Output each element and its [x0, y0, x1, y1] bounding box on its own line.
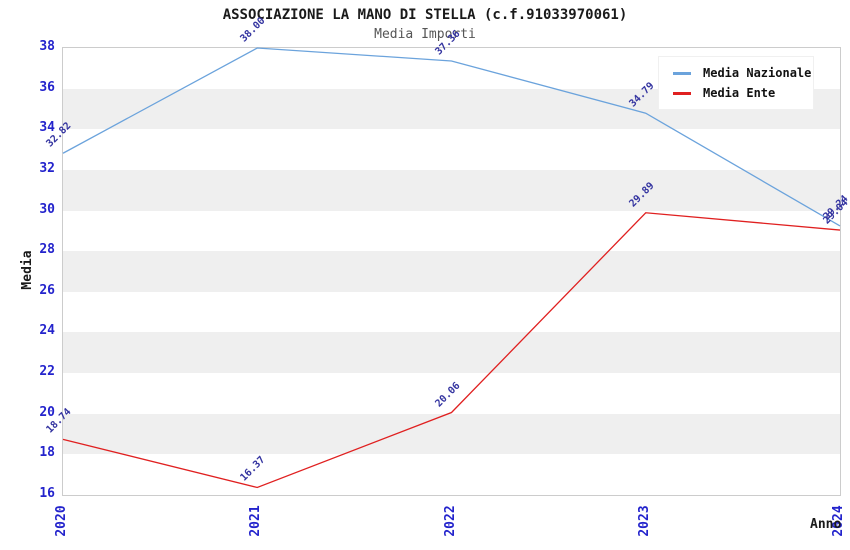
- plot-band: [63, 332, 840, 374]
- y-tick-label: 18: [39, 445, 55, 461]
- plot-area: [62, 47, 841, 496]
- x-tick-label: 2022: [442, 505, 458, 537]
- x-tick-label: 2021: [248, 505, 264, 537]
- plot-band: [63, 129, 840, 170]
- plot-band: [63, 413, 840, 455]
- plot-band: [63, 251, 840, 292]
- y-tick-label: 16: [39, 486, 55, 501]
- legend-label: Media Ente: [703, 86, 776, 100]
- y-axis-title: Media: [20, 250, 35, 290]
- series-lines-layer: [62, 47, 841, 489]
- y-tick-label: 36: [39, 79, 55, 95]
- legend-label: Media Nazionale: [703, 66, 812, 80]
- legend-line-swatch-icon: [673, 91, 691, 95]
- y-tick-label: 32: [39, 160, 55, 176]
- y-tick-label: 22: [39, 364, 55, 380]
- x-tick-label: 2023: [636, 505, 652, 537]
- legend-item: Media Ente: [659, 83, 813, 103]
- plot-band: [63, 454, 840, 495]
- series-line-media-ente: [62, 212, 841, 489]
- x-tick-label: 2020: [54, 505, 69, 537]
- plot-band: [63, 210, 840, 252]
- legend: Media Nazionale Media Ente: [658, 56, 814, 110]
- plot-band: [63, 291, 840, 333]
- y-tick-label: 24: [39, 323, 55, 339]
- y-tick-label: 30: [39, 201, 55, 217]
- y-tick-label: 20: [39, 404, 55, 420]
- y-tick-label: 28: [39, 242, 55, 258]
- chart-title: ASSOCIAZIONE LA MANO DI STELLA (c.f.9103…: [222, 7, 628, 23]
- legend-line-swatch-icon: [673, 71, 691, 75]
- y-tick-label: 26: [39, 282, 55, 298]
- legend-item: Media Nazionale: [659, 63, 813, 83]
- x-axis-title: Anno: [810, 517, 842, 532]
- plot-band: [63, 373, 840, 414]
- y-tick-label: 38: [39, 39, 55, 54]
- series-line-media-nazionale: [62, 47, 841, 227]
- chart-subtitle: Media Importi: [374, 27, 476, 42]
- y-tick-label: 34: [39, 120, 55, 136]
- plot-band: [63, 169, 840, 211]
